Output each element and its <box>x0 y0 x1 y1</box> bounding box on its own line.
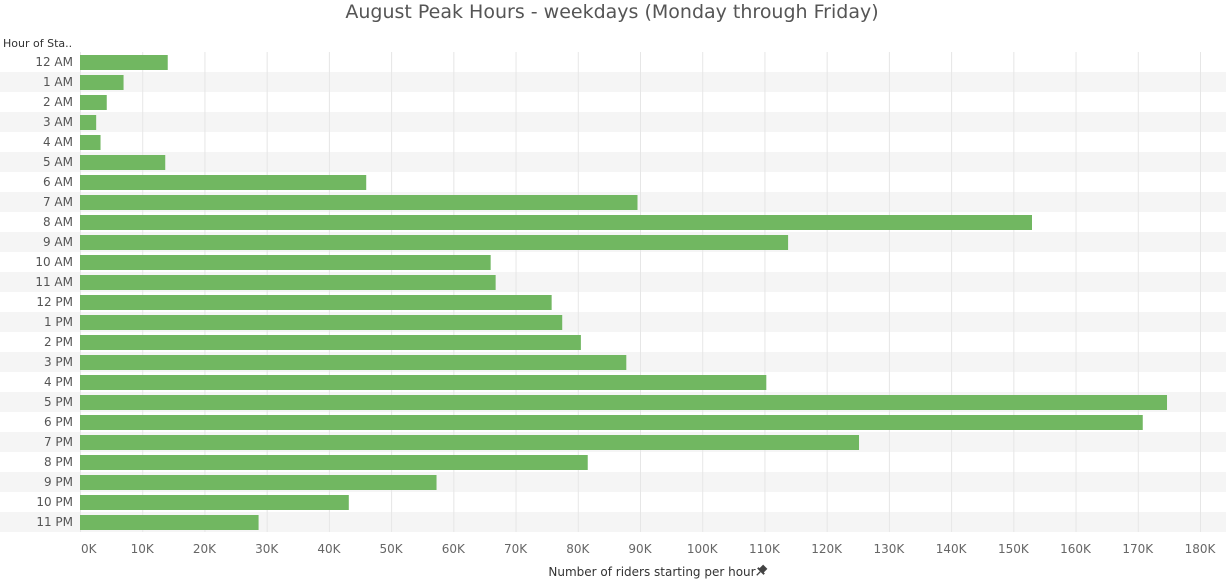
category-label: 9 PM <box>44 475 73 489</box>
x-tick-label: 140K <box>936 542 968 556</box>
category-label: 5 AM <box>43 155 73 169</box>
bar[interactable] <box>80 175 367 190</box>
category-label: 2 AM <box>43 95 73 109</box>
category-label: 4 AM <box>43 135 73 149</box>
category-label: 1 PM <box>44 315 73 329</box>
category-label: 5 PM <box>44 395 73 409</box>
category-label: 8 AM <box>43 215 73 229</box>
category-label: 6 PM <box>44 415 73 429</box>
bar[interactable] <box>80 95 107 110</box>
category-label: 12 PM <box>36 295 73 309</box>
category-label: 6 AM <box>43 175 73 189</box>
category-labels: 12 AM 1 AM 2 AM 3 AM 4 AM 5 AM 6 AM 7 AM 8 AM 9 A… <box>35 55 73 529</box>
x-tick-label: 100K <box>687 542 719 556</box>
category-label: 2 PM <box>44 335 73 349</box>
x-tick-label: 80K <box>566 542 590 556</box>
category-label: 11 PM <box>36 515 73 529</box>
category-label: 12 AM <box>35 55 73 69</box>
row-band <box>0 112 1226 132</box>
row-band <box>0 512 1226 532</box>
row-header-label: Hour of Sta.. <box>3 37 72 50</box>
row-band <box>0 152 1226 172</box>
x-tick-label: 90K <box>628 542 652 556</box>
category-label: 3 AM <box>43 115 73 129</box>
gridlines <box>80 52 1201 532</box>
bar[interactable] <box>80 415 1143 430</box>
bar[interactable] <box>80 435 860 450</box>
row-band <box>0 72 1226 92</box>
bar[interactable] <box>80 515 259 530</box>
x-tick-label: 150K <box>998 542 1030 556</box>
bar[interactable] <box>80 395 1168 410</box>
category-label: 10 PM <box>36 495 73 509</box>
bar[interactable] <box>80 235 789 250</box>
x-tick-label: 60K <box>442 542 466 556</box>
x-tick-label: 30K <box>255 542 279 556</box>
bar[interactable] <box>80 195 638 210</box>
bar[interactable] <box>80 75 124 90</box>
bar[interactable] <box>80 135 101 150</box>
bar[interactable] <box>80 55 168 70</box>
x-tick-label: 160K <box>1060 542 1092 556</box>
bar[interactable] <box>80 275 496 290</box>
pin-icon[interactable] <box>754 564 769 579</box>
category-label: 4 PM <box>44 375 73 389</box>
x-tick-label: 0K <box>81 542 98 556</box>
x-tick-label: 110K <box>749 542 781 556</box>
category-label: 1 AM <box>43 75 73 89</box>
category-label: 7 PM <box>44 435 73 449</box>
bar[interactable] <box>80 495 349 510</box>
category-label: 7 AM <box>43 195 73 209</box>
bar[interactable] <box>80 295 552 310</box>
bar[interactable] <box>80 155 166 170</box>
category-label: 3 PM <box>44 355 73 369</box>
chart-title: August Peak Hours - weekdays (Monday thr… <box>345 1 878 23</box>
x-tick-label: 50K <box>380 542 404 556</box>
bar[interactable] <box>80 215 1032 230</box>
category-label: 9 AM <box>43 235 73 249</box>
bar[interactable] <box>80 115 97 130</box>
x-tick-label: 70K <box>504 542 528 556</box>
x-axis-ticks: 0K 10K 20K 30K 40K 50K 60K 70K 80K 90K 100K 110K 120… <box>81 542 1217 556</box>
bar[interactable] <box>80 335 581 350</box>
bar[interactable] <box>80 375 767 390</box>
category-label: 10 AM <box>35 255 73 269</box>
bars <box>80 55 1168 530</box>
bar[interactable] <box>80 355 627 370</box>
x-tick-label: 40K <box>317 542 341 556</box>
x-axis-title: Number of riders starting per hour <box>548 565 755 579</box>
bar[interactable] <box>80 475 437 490</box>
x-tick-label: 130K <box>873 542 905 556</box>
x-tick-label: 20K <box>193 542 217 556</box>
x-tick-label: 10K <box>131 542 155 556</box>
x-tick-label: 180K <box>1185 542 1217 556</box>
x-tick-label: 170K <box>1122 542 1154 556</box>
category-label: 11 AM <box>35 275 73 289</box>
bar[interactable] <box>80 315 563 330</box>
bar[interactable] <box>80 455 588 470</box>
x-tick-label: 120K <box>811 542 843 556</box>
category-label: 8 PM <box>44 455 73 469</box>
bar[interactable] <box>80 255 491 270</box>
